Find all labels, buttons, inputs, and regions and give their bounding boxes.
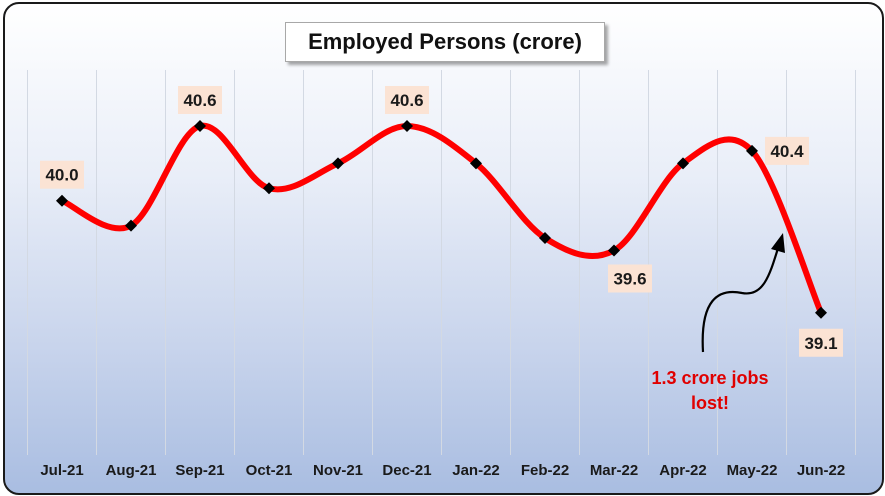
data-label-box <box>765 136 809 165</box>
data-label: 40.6 <box>183 91 216 110</box>
gridlines <box>27 70 856 455</box>
x-tick-label: Feb-22 <box>521 462 569 479</box>
x-tick-label: Jun-22 <box>797 462 845 479</box>
data-point-marker <box>470 157 482 170</box>
data-label-box <box>178 86 222 114</box>
data-point-marker <box>815 306 827 319</box>
data-label-box <box>385 86 429 114</box>
data-label: 40.6 <box>390 91 423 110</box>
data-label: 39.6 <box>613 270 646 289</box>
x-tick-label: Jan-22 <box>452 462 500 479</box>
x-tick-label: Mar-22 <box>590 462 638 479</box>
chart-frame: Employed Persons (crore) <box>3 2 884 495</box>
data-label-box <box>608 264 652 293</box>
data-point-marker <box>401 120 413 132</box>
annotation-text-line2: lost! <box>691 393 729 413</box>
x-tick-label: Apr-22 <box>659 462 707 479</box>
x-tick-label: Nov-21 <box>313 462 363 479</box>
data-point-marker <box>746 144 758 157</box>
arrow-head-icon <box>771 233 785 253</box>
data-labels: 40.0 40.6 40.6 39.6 40.4 39.1 <box>40 86 843 357</box>
x-tick-label: Dec-21 <box>382 462 431 479</box>
data-point-marker <box>539 232 551 245</box>
data-label: 40.4 <box>770 142 804 161</box>
x-tick-label: Sep-21 <box>175 462 224 479</box>
data-point-marker <box>125 219 137 232</box>
data-point-marker <box>263 182 275 195</box>
data-label: 40.0 <box>45 166 78 185</box>
x-tick-label: Jul-21 <box>40 462 83 479</box>
data-point-marker <box>332 157 344 170</box>
x-tick-label: May-22 <box>727 462 778 479</box>
annotation: 1.3 crore jobs lost! <box>651 233 785 413</box>
annotation-text-line1: 1.3 crore jobs <box>651 368 768 388</box>
data-label: 39.1 <box>804 334 837 353</box>
chart-title: Employed Persons (crore) <box>285 22 605 62</box>
markers <box>56 120 827 319</box>
data-point-marker <box>194 120 206 132</box>
series-line <box>59 122 824 316</box>
data-label-box <box>799 328 843 357</box>
x-axis-labels: Jul-21 Aug-21 Sep-21 Oct-21 Nov-21 Dec-21 Jan-… <box>40 462 845 479</box>
x-tick-label: Aug-21 <box>106 462 157 479</box>
data-point-marker <box>608 244 620 257</box>
data-label-box <box>40 160 84 189</box>
x-tick-label: Oct-21 <box>246 462 293 479</box>
annotation-arrow <box>701 244 781 353</box>
data-point-marker <box>56 194 68 207</box>
data-point-marker <box>677 157 689 170</box>
